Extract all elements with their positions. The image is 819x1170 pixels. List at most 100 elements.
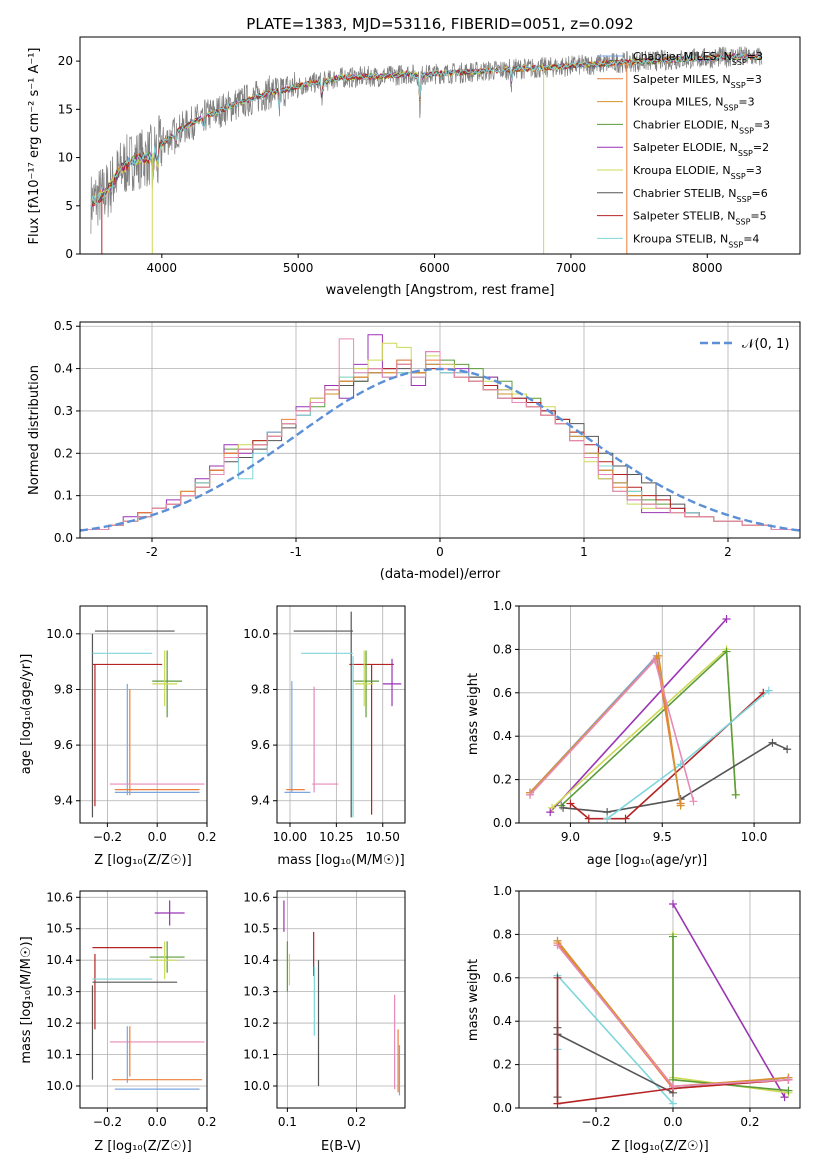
- x-tick-label: 4000: [147, 261, 178, 275]
- weight-point-marker: [553, 973, 562, 982]
- weight-series-line: [672, 903, 786, 1098]
- histogram-series-step: [80, 338, 800, 538]
- weight-point-marker: [783, 745, 792, 754]
- age-vs-z-xlabel: Z [log₁₀(Z/Z☉)]: [94, 853, 191, 868]
- age-vs-mass-xlabel: mass [log₁₀(M/M☉)]: [277, 853, 404, 868]
- y-tick-label: 0.3: [54, 404, 73, 418]
- weight-point-marker: [668, 900, 677, 909]
- legend-label: Chabrier STELIB, NSSP=6: [633, 187, 768, 204]
- weight-point-marker: [668, 1099, 677, 1108]
- y-tick-label: 5: [65, 199, 73, 213]
- x-tick-label: 0.2: [347, 1115, 366, 1129]
- y-tick-label: 10: [58, 151, 73, 165]
- errorbar-marks: [91, 630, 205, 818]
- spectrum-legend: Chabrier MILES, NSSP=3 Salpeter MILES, NS…: [597, 50, 770, 249]
- weight-point-marker: [784, 1075, 793, 1084]
- errorbar-point: [152, 941, 178, 980]
- weight-point-marker: [603, 814, 612, 823]
- legend-label: Kroupa STELIB, NSSP=4: [633, 232, 759, 249]
- x-tick-label: 1: [580, 545, 588, 559]
- y-tick-label: 0.2: [493, 773, 512, 787]
- y-tick-label: 0.1: [54, 489, 73, 503]
- weight-point-marker: [553, 1099, 562, 1108]
- weight-point-marker: [676, 801, 685, 810]
- y-tick-label: 0.6: [493, 686, 512, 700]
- legend-label: Salpeter MILES, NSSP=3: [633, 73, 762, 90]
- weight-vs-z-xlabel: Z [log₁₀(Z/Z☉)]: [611, 1139, 708, 1154]
- y-tick-label: 0.8: [493, 927, 512, 941]
- weight-point-marker: [546, 808, 555, 817]
- x-tick-label: 5000: [283, 261, 314, 275]
- weight-vs-z-ylabel: mass weight: [466, 959, 481, 1041]
- y-tick-label: 1.0: [493, 599, 512, 613]
- x-tick-label: 10.0: [741, 830, 768, 844]
- legend-label: 𝒩(0, 1): [742, 337, 789, 352]
- y-tick-label: 9.4: [251, 794, 270, 808]
- spectrum-ylabel: Flux [fλ10⁻¹⁷ erg cm⁻² s⁻¹ A⁻¹]: [27, 48, 42, 245]
- y-tick-label: 15: [58, 102, 73, 116]
- legend-label: Salpeter STELIB, NSSP=5: [633, 210, 767, 227]
- weight-series-line: [529, 654, 682, 806]
- legend-label: Chabrier ELODIE, NSSP=3: [633, 118, 770, 135]
- weight-series-line: [549, 618, 728, 813]
- residuals-ylabel: Normed distribution: [27, 365, 42, 495]
- x-tick-label: −0.2: [581, 1115, 610, 1129]
- x-tick-label: 0.1: [278, 1115, 297, 1129]
- weight-lines: [526, 615, 792, 823]
- y-tick-label: 0.4: [493, 1014, 512, 1028]
- y-tick-label: 10.6: [46, 890, 73, 904]
- x-tick-label: 9.5: [653, 830, 672, 844]
- x-tick-label: 0: [436, 545, 444, 559]
- weight-point-marker: [584, 814, 593, 823]
- y-tick-label: 0.8: [493, 642, 512, 656]
- weight-series-line: [672, 936, 789, 1092]
- x-tick-label: 2: [724, 545, 732, 559]
- weight-vs-metallicity-panel: Z [log₁₀(Z/Z☉)] mass weight −0.2 0.0 0.2 0.…: [466, 884, 801, 1154]
- weight-series-line: [556, 977, 789, 1105]
- y-tick-label: 10.5: [243, 922, 270, 936]
- errorbar-marks: [91, 900, 205, 1090]
- x-tick-label: 10.25: [319, 830, 353, 844]
- y-tick-label: 0.0: [493, 1101, 512, 1115]
- weight-point-marker: [764, 686, 773, 695]
- weight-point-marker: [526, 790, 535, 799]
- legend-label: Kroupa MILES, NSSP=3: [633, 96, 755, 113]
- y-tick-label: 10.1: [243, 1048, 270, 1062]
- weight-series-line: [556, 1027, 674, 1098]
- normal-curve-line: [80, 367, 800, 532]
- y-tick-label: 0.2: [493, 1058, 512, 1072]
- axes-frame: [518, 605, 801, 824]
- model-spectrum-line: [90, 53, 763, 209]
- mass-vs-z-xlabel: Z [log₁₀(Z/Z☉)]: [94, 1139, 191, 1154]
- mass-vs-z-ylabel: mass [log₁₀(M/M☉)]: [19, 936, 34, 1063]
- weight-point-marker: [689, 797, 698, 806]
- weight-point-marker: [668, 932, 677, 941]
- x-tick-label: 8000: [692, 261, 723, 275]
- x-tick-label: −0.2: [93, 1115, 122, 1129]
- errorbar-marks: [283, 900, 401, 1096]
- y-tick-label: 9.8: [54, 682, 73, 696]
- weight-point-marker: [559, 803, 568, 812]
- errorbar-point: [152, 650, 178, 707]
- y-tick-label: 10.5: [46, 922, 73, 936]
- x-tick-label: 0.0: [663, 1115, 682, 1129]
- weight-point-marker: [668, 1082, 677, 1091]
- age-vs-mass-panel: mass [log₁₀(M/M☉)] 10.00 10.25 10.50 9.4 9.6…: [243, 605, 406, 868]
- mass-vs-extinction-panel: E(B-V) 0.1 0.2 10.0 10.1 10.2 10.3 10.4 10.5 10.…: [243, 890, 406, 1154]
- x-tick-label: 0.2: [740, 1115, 759, 1129]
- x-tick-label: 9.0: [561, 830, 580, 844]
- weight-point-marker: [654, 651, 663, 660]
- model-spectrum-line: [90, 53, 763, 209]
- weight-series-line: [672, 934, 789, 1094]
- y-tick-label: 20: [58, 54, 73, 68]
- weight-vs-age-ylabel: mass weight: [466, 673, 481, 755]
- axes-frame: [79, 321, 801, 539]
- errorbar-point: [382, 658, 402, 707]
- mass-vs-metallicity-panel: Z [log₁₀(Z/Z☉)] mass [log₁₀(M/M☉)] −0.2 0…: [19, 890, 217, 1154]
- weight-vs-age-xlabel: age [log₁₀(age/yr)]: [587, 853, 708, 868]
- x-tick-label: 0.2: [197, 830, 216, 844]
- weight-point-marker: [722, 647, 731, 656]
- x-tick-label: 7000: [556, 261, 587, 275]
- y-tick-label: 10.6: [243, 890, 270, 904]
- y-tick-label: 0.0: [54, 531, 73, 545]
